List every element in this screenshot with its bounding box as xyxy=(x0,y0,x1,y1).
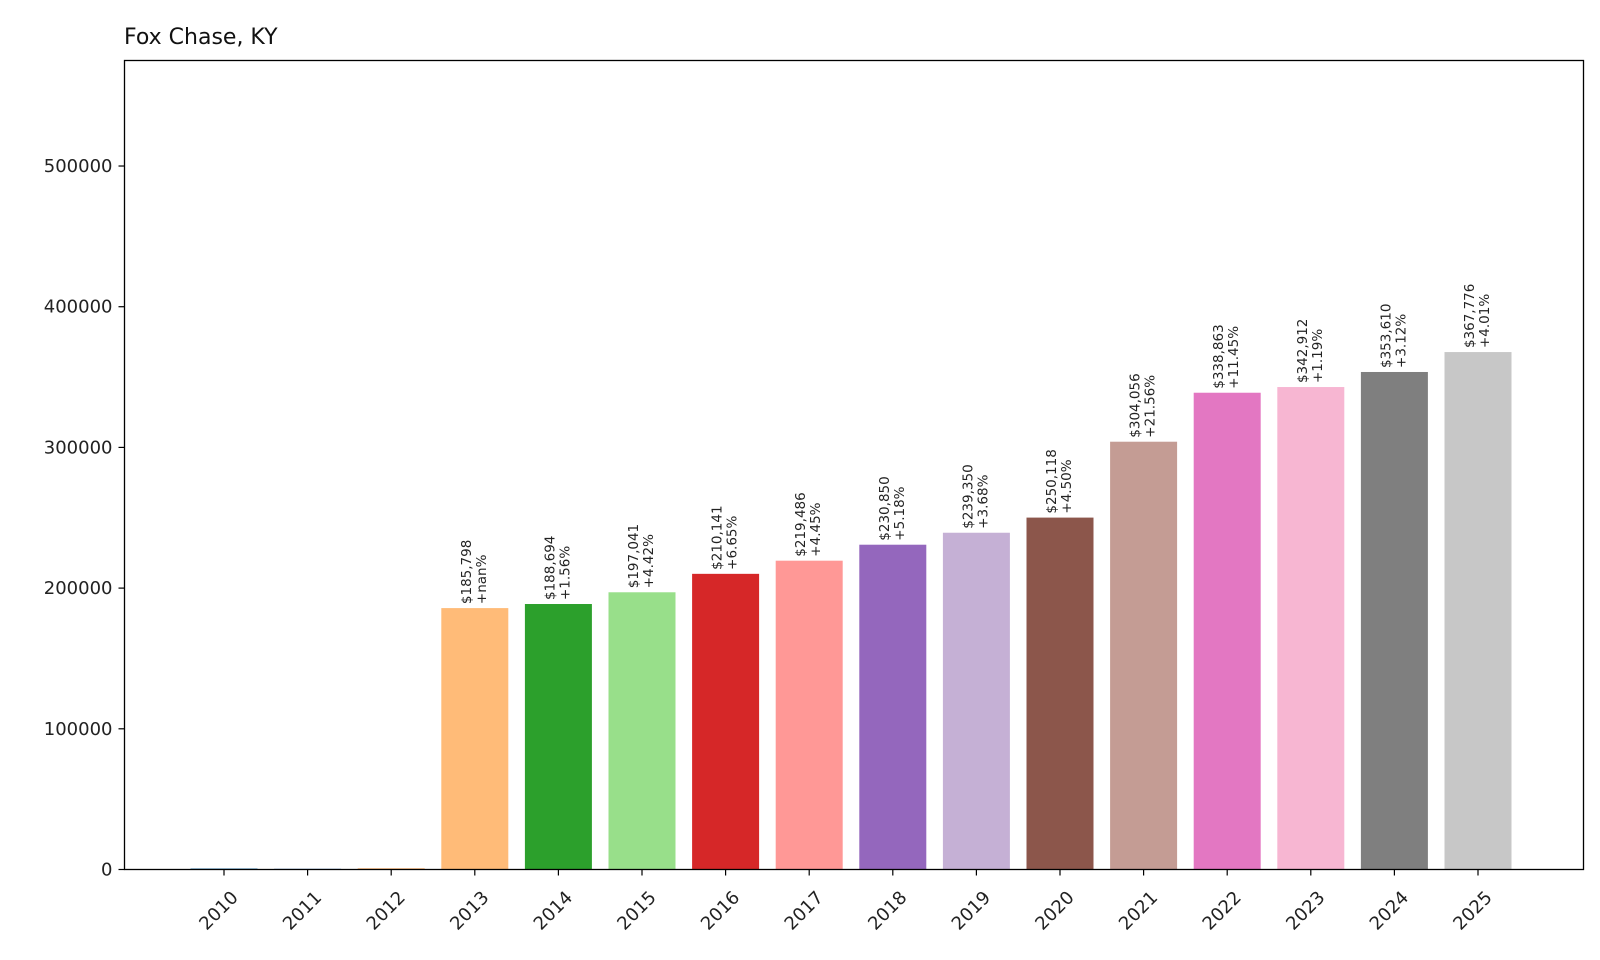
x-tick-label-2015: 2015 xyxy=(613,887,660,934)
x-tick-label-2022: 2022 xyxy=(1199,887,1246,934)
x-tick-label-2017: 2017 xyxy=(781,887,828,934)
y-tick-label-2: 200000 xyxy=(44,578,113,599)
bar-value-label-2022: $338,863 xyxy=(1211,324,1227,388)
y-tick-label-3: 300000 xyxy=(44,437,113,458)
bar-value-label-2025: $367,776 xyxy=(1462,284,1478,348)
x-tick-label-2011: 2011 xyxy=(279,887,326,934)
bar-value-label-2018: $230,850 xyxy=(877,476,893,540)
bar-labels-group: $185,798 +nan% $188,694 +1.56% $197,041 +4.42… xyxy=(459,284,1493,604)
bar-value-label-2013: $185,798 xyxy=(459,540,475,604)
bar-2018 xyxy=(859,544,927,870)
bar-change-label-2013: +nan% xyxy=(474,554,490,604)
y-tick-label-1: 100000 xyxy=(44,719,113,740)
bar-2014 xyxy=(524,604,592,870)
x-tick-label-2010: 2010 xyxy=(195,887,242,934)
x-tick-label-2014: 2014 xyxy=(530,887,577,934)
x-tick-label-2016: 2016 xyxy=(697,887,744,934)
x-axis: 2010 2011 2012 2013 2014 2015 2016 2017 2018 2019… xyxy=(195,869,1497,934)
y-tick-label-5: 500000 xyxy=(44,156,113,177)
bar-value-label-2014: $188,694 xyxy=(542,536,558,600)
x-tick-label-2023: 2023 xyxy=(1282,887,1329,934)
bar-value-label-2016: $210,141 xyxy=(710,505,726,569)
bar-2025 xyxy=(1444,352,1512,870)
bar-2024 xyxy=(1360,371,1428,870)
chart-title: Fox Chase, KY xyxy=(124,25,278,50)
bar-2019 xyxy=(942,532,1010,870)
bar-value-label-2021: $304,056 xyxy=(1128,373,1144,437)
x-tick-label-2012: 2012 xyxy=(363,887,410,934)
plot-frame xyxy=(123,59,1585,871)
bar-value-label-2023: $342,912 xyxy=(1295,319,1311,383)
bar-value-label-2019: $239,350 xyxy=(960,464,976,528)
y-axis: 0 100000 200000 300000 400000 500000 xyxy=(44,156,125,881)
x-tick-label-2024: 2024 xyxy=(1366,887,1413,934)
x-tick-label-2013: 2013 xyxy=(446,887,493,934)
bar-value-label-2020: $250,118 xyxy=(1044,449,1060,513)
bar-2016 xyxy=(692,573,760,870)
bar-change-label-2019: +3.68% xyxy=(975,474,991,528)
bars-group xyxy=(190,352,1512,870)
bar-2023 xyxy=(1277,387,1345,870)
bar-2015 xyxy=(608,592,676,870)
bar-change-label-2024: +3.12% xyxy=(1393,314,1409,368)
bar-change-label-2023: +1.19% xyxy=(1310,329,1326,383)
bar-2021 xyxy=(1110,441,1178,870)
bar-2017 xyxy=(775,560,843,870)
bar-change-label-2015: +4.42% xyxy=(641,534,657,588)
bar-change-label-2014: +1.56% xyxy=(557,546,573,600)
bar-change-label-2020: +4.50% xyxy=(1059,459,1075,513)
bar-2022 xyxy=(1193,392,1261,870)
bar-change-label-2022: +11.45% xyxy=(1226,326,1242,389)
bar-value-label-2015: $197,041 xyxy=(626,524,642,588)
bar-2013 xyxy=(441,608,509,870)
bar-change-label-2018: +5.18% xyxy=(892,486,908,540)
x-tick-label-2021: 2021 xyxy=(1115,887,1162,934)
bar-value-label-2024: $353,610 xyxy=(1378,304,1394,368)
bar-2020 xyxy=(1026,517,1094,870)
bar-change-label-2017: +4.45% xyxy=(808,502,824,556)
x-tick-label-2018: 2018 xyxy=(864,887,911,934)
bar-change-label-2021: +21.56% xyxy=(1143,375,1159,438)
x-tick-label-2025: 2025 xyxy=(1449,887,1496,934)
bar-change-label-2016: +6.65% xyxy=(725,515,741,569)
y-tick-label-4: 400000 xyxy=(44,297,113,318)
x-tick-label-2019: 2019 xyxy=(948,887,995,934)
x-tick-label-2020: 2020 xyxy=(1031,887,1078,934)
y-tick-label-0: 0 xyxy=(101,860,112,881)
bar-value-label-2017: $219,486 xyxy=(793,492,809,556)
bar-change-label-2025: +4.01% xyxy=(1477,294,1493,348)
